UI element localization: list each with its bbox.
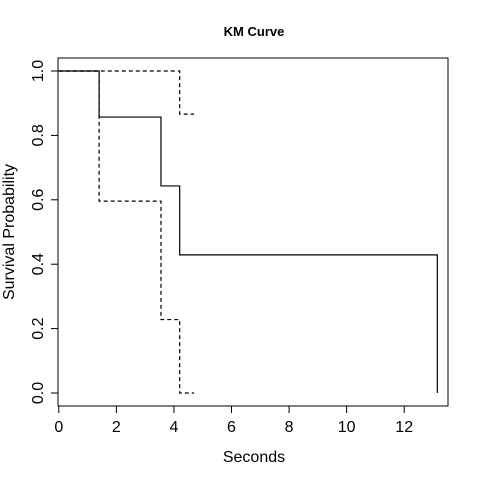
- survival-curve: [58, 70, 438, 393]
- y-tick-label: 0.2: [30, 317, 47, 339]
- x-tick-label: 6: [227, 419, 236, 436]
- x-axis: 0 2 4 6 8 10 12: [54, 405, 413, 436]
- y-axis: 0.0 0.2 0.4 0.6 0.8 1.0: [30, 60, 59, 404]
- x-tick-label: 8: [285, 419, 294, 436]
- y-axis-label: Survival Probability: [1, 164, 18, 300]
- x-tick-label: 0: [54, 419, 63, 436]
- confidence-band-line-1: [58, 70, 195, 394]
- y-tick-label: 0.4: [30, 253, 47, 275]
- x-tick-label: 10: [338, 419, 356, 436]
- y-tick-label: 0.0: [30, 382, 47, 404]
- plot-frame: [57, 57, 449, 407]
- chart-title: KM Curve: [224, 24, 285, 39]
- series-layer: [58, 70, 438, 394]
- confidence-band-line-2: [58, 70, 195, 115]
- x-tick-label: 4: [169, 419, 178, 436]
- y-tick-label: 0.8: [30, 124, 47, 146]
- y-tick-label: 1.0: [30, 60, 47, 82]
- y-tick-label: 0.6: [30, 189, 47, 211]
- x-tick-label: 2: [112, 419, 121, 436]
- x-tick-label: 12: [395, 419, 413, 436]
- x-axis-label: Seconds: [223, 449, 285, 466]
